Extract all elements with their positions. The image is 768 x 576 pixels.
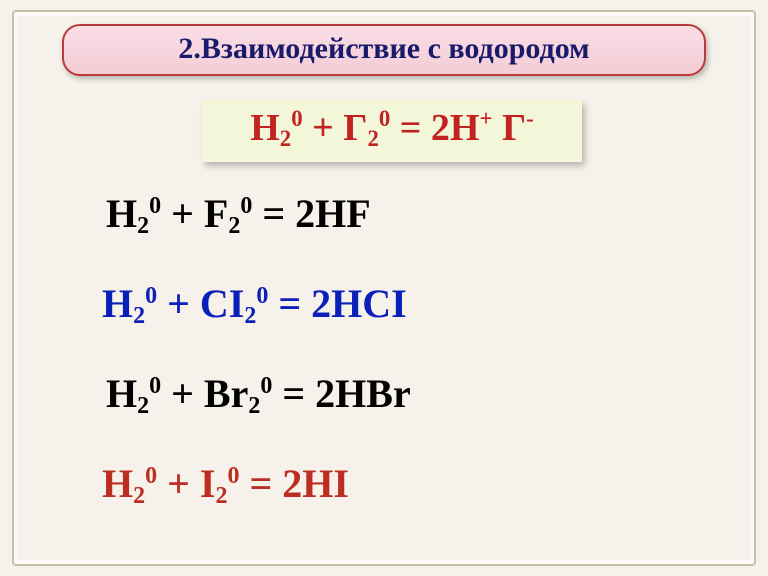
eq3-x: Br [204,371,248,416]
general-equation: H20 + Г20 = 2H+ Г- [202,100,582,162]
prod-g: Г [492,107,526,149]
eq2-plus: + [157,281,200,326]
eq4-h: H [102,461,133,506]
equation-hf: H20 + F20 = 2HF [106,190,371,240]
g-sup: 0 [379,106,390,131]
h-sub: 2 [280,126,291,151]
eq2-xp: 0 [256,283,268,309]
eq4-hp: 0 [145,463,157,489]
eq1-x: F [204,191,228,236]
eq3-hs: 2 [137,393,149,419]
eq2-hs: 2 [133,303,145,329]
eq3-res: = 2HBr [272,371,410,416]
equation-hcl: H20 + CI20 = 2HCI [102,280,407,330]
prod-h: H [450,107,480,149]
eq4-xp: 0 [228,463,240,489]
eq3-h: H [106,371,137,416]
eq1-hp: 0 [149,193,161,219]
equation-hi: H20 + I20 = 2HI [102,460,349,510]
op-plus: + [303,107,344,149]
eq2-res: = 2HCI [268,281,406,326]
term-h: H [250,107,280,149]
eq4-res: = 2HI [240,461,349,506]
eq1-hs: 2 [137,213,149,239]
eq3-hp: 0 [149,373,161,399]
eq3-xs: 2 [248,393,260,419]
h-sup: 0 [291,106,302,131]
eq1-plus: + [161,191,204,236]
prod-h-sup: + [479,106,492,131]
eq3-xp: 0 [260,373,272,399]
term-g: Г [343,107,367,149]
eq2-hp: 0 [145,283,157,309]
eq2-x: CI [200,281,244,326]
op-eq: = 2 [390,107,450,149]
title-text: 2.Взаимодействие с водородом [178,32,589,65]
eq4-xs: 2 [216,483,228,509]
eq2-h: H [102,281,133,326]
eq2-xs: 2 [244,303,256,329]
eq1-xs: 2 [228,213,240,239]
eq4-hs: 2 [133,483,145,509]
equation-hbr: H20 + Br20 = 2HBr [106,370,411,420]
g-sub: 2 [367,126,378,151]
eq3-plus: + [161,371,204,416]
eq1-res: = 2HF [252,191,370,236]
eq4-plus: + [157,461,200,506]
eq1-h: H [106,191,137,236]
prod-g-sup: - [526,106,534,131]
eq4-x: I [200,461,216,506]
section-title: 2.Взаимодействие с водородом [62,24,706,76]
eq1-xp: 0 [240,193,252,219]
